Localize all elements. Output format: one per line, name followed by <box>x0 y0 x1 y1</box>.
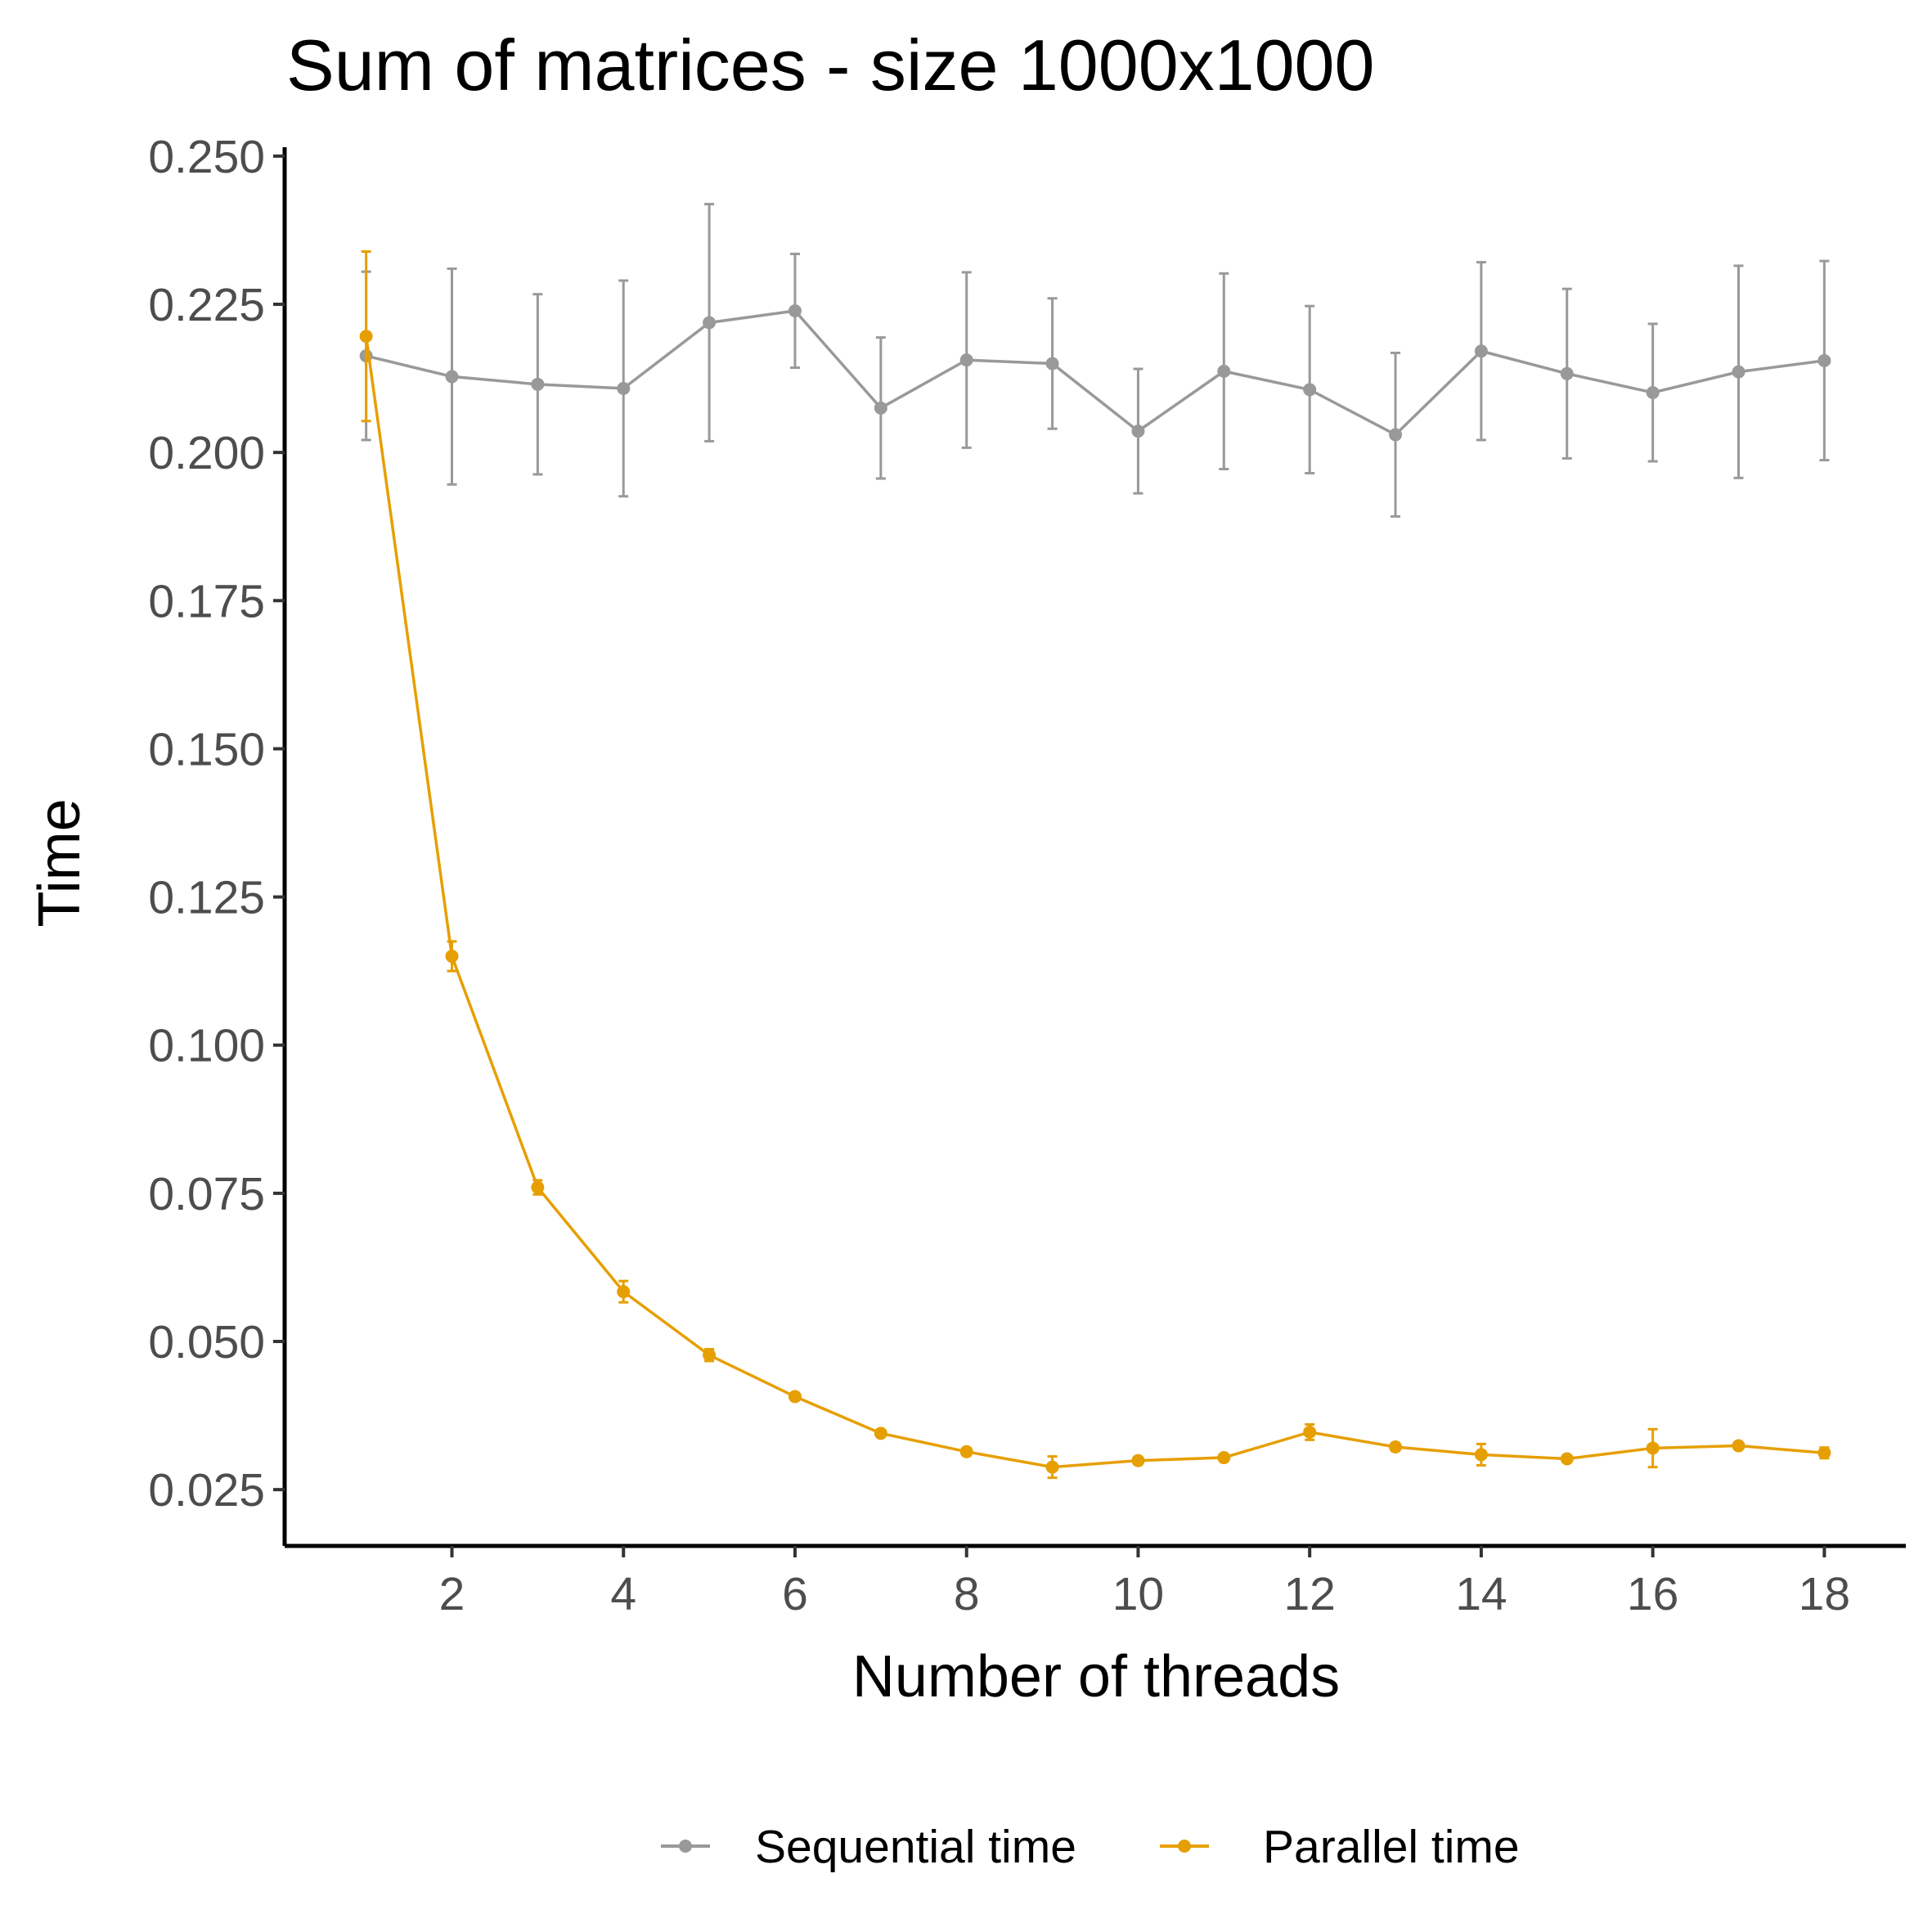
data-point <box>1131 1453 1145 1467</box>
chart-title: Sum of matrices - size 1000x1000 <box>286 25 1374 106</box>
data-point <box>531 377 545 391</box>
legend-key-point <box>1178 1840 1191 1853</box>
legend: Sequential time Parallel time <box>661 1821 1520 1873</box>
legend-label: Parallel time <box>1263 1821 1520 1873</box>
data-point <box>1474 344 1488 358</box>
data-point <box>1732 365 1746 379</box>
series-parallel-time <box>359 250 1831 1480</box>
data-point <box>959 1445 973 1458</box>
data-point <box>1560 1452 1574 1466</box>
y-tick-label: 0.200 <box>148 427 265 479</box>
y-tick-label: 0.150 <box>148 723 265 775</box>
x-tick-label: 8 <box>954 1568 980 1620</box>
data-point <box>874 1427 887 1440</box>
y-tick-label: 0.100 <box>148 1020 265 1072</box>
series-sequential-time <box>359 203 1831 518</box>
data-point <box>1217 1451 1231 1465</box>
data-point <box>1389 428 1403 442</box>
data-point <box>1646 385 1660 399</box>
x-tick-label: 12 <box>1283 1568 1335 1620</box>
data-point <box>703 316 717 330</box>
y-tick-label: 0.025 <box>148 1464 265 1516</box>
data-point <box>1817 1446 1831 1460</box>
y-tick-label: 0.075 <box>148 1168 265 1220</box>
data-point <box>1303 383 1317 397</box>
data-point <box>617 381 631 395</box>
data-point <box>1303 1425 1317 1439</box>
legend-item: Parallel time <box>1160 1821 1520 1873</box>
x-tick-label: 18 <box>1799 1568 1850 1620</box>
y-axis-title: Time <box>27 798 92 927</box>
x-tick-label: 16 <box>1627 1568 1678 1620</box>
data-point <box>445 370 459 384</box>
data-point <box>531 1180 545 1194</box>
y-tick-label: 0.050 <box>148 1316 265 1368</box>
data-point <box>959 353 973 367</box>
y-tick-label: 0.175 <box>148 575 265 627</box>
legend-key-point <box>679 1840 692 1853</box>
data-point <box>1732 1439 1746 1453</box>
plot-area: 0.025 0.050 0.075 0.100 0.125 0.150 0.175 0.200… <box>148 131 1906 1620</box>
series-line <box>364 335 1825 1469</box>
data-point <box>874 401 887 415</box>
data-point <box>445 950 459 964</box>
y-tick-label: 0.250 <box>148 131 265 183</box>
data-point <box>617 1285 631 1299</box>
x-tick-label: 2 <box>439 1568 465 1620</box>
y-tick-label: 0.225 <box>148 279 265 331</box>
y-tick-label: 0.125 <box>148 872 265 924</box>
data-point <box>788 1390 802 1404</box>
data-point <box>1474 1448 1488 1462</box>
data-point <box>1817 353 1831 367</box>
data-point <box>788 303 802 317</box>
x-tick-label: 10 <box>1112 1568 1164 1620</box>
data-point <box>1389 1440 1403 1453</box>
data-point <box>703 1348 717 1362</box>
x-axis-title: Number of threads <box>852 1644 1340 1710</box>
series-line <box>366 309 1825 437</box>
data-point <box>1131 425 1145 438</box>
data-point <box>1045 357 1059 371</box>
legend-item: Sequential time <box>661 1821 1076 1873</box>
legend-label: Sequential time <box>755 1821 1076 1873</box>
data-point <box>359 330 373 344</box>
x-tick-label: 4 <box>610 1568 636 1620</box>
data-point <box>1646 1441 1660 1455</box>
x-tick-label: 6 <box>782 1568 808 1620</box>
x-tick-label: 14 <box>1455 1568 1507 1620</box>
data-point <box>1045 1460 1059 1474</box>
data-point <box>1560 366 1574 380</box>
data-point <box>1217 364 1231 378</box>
